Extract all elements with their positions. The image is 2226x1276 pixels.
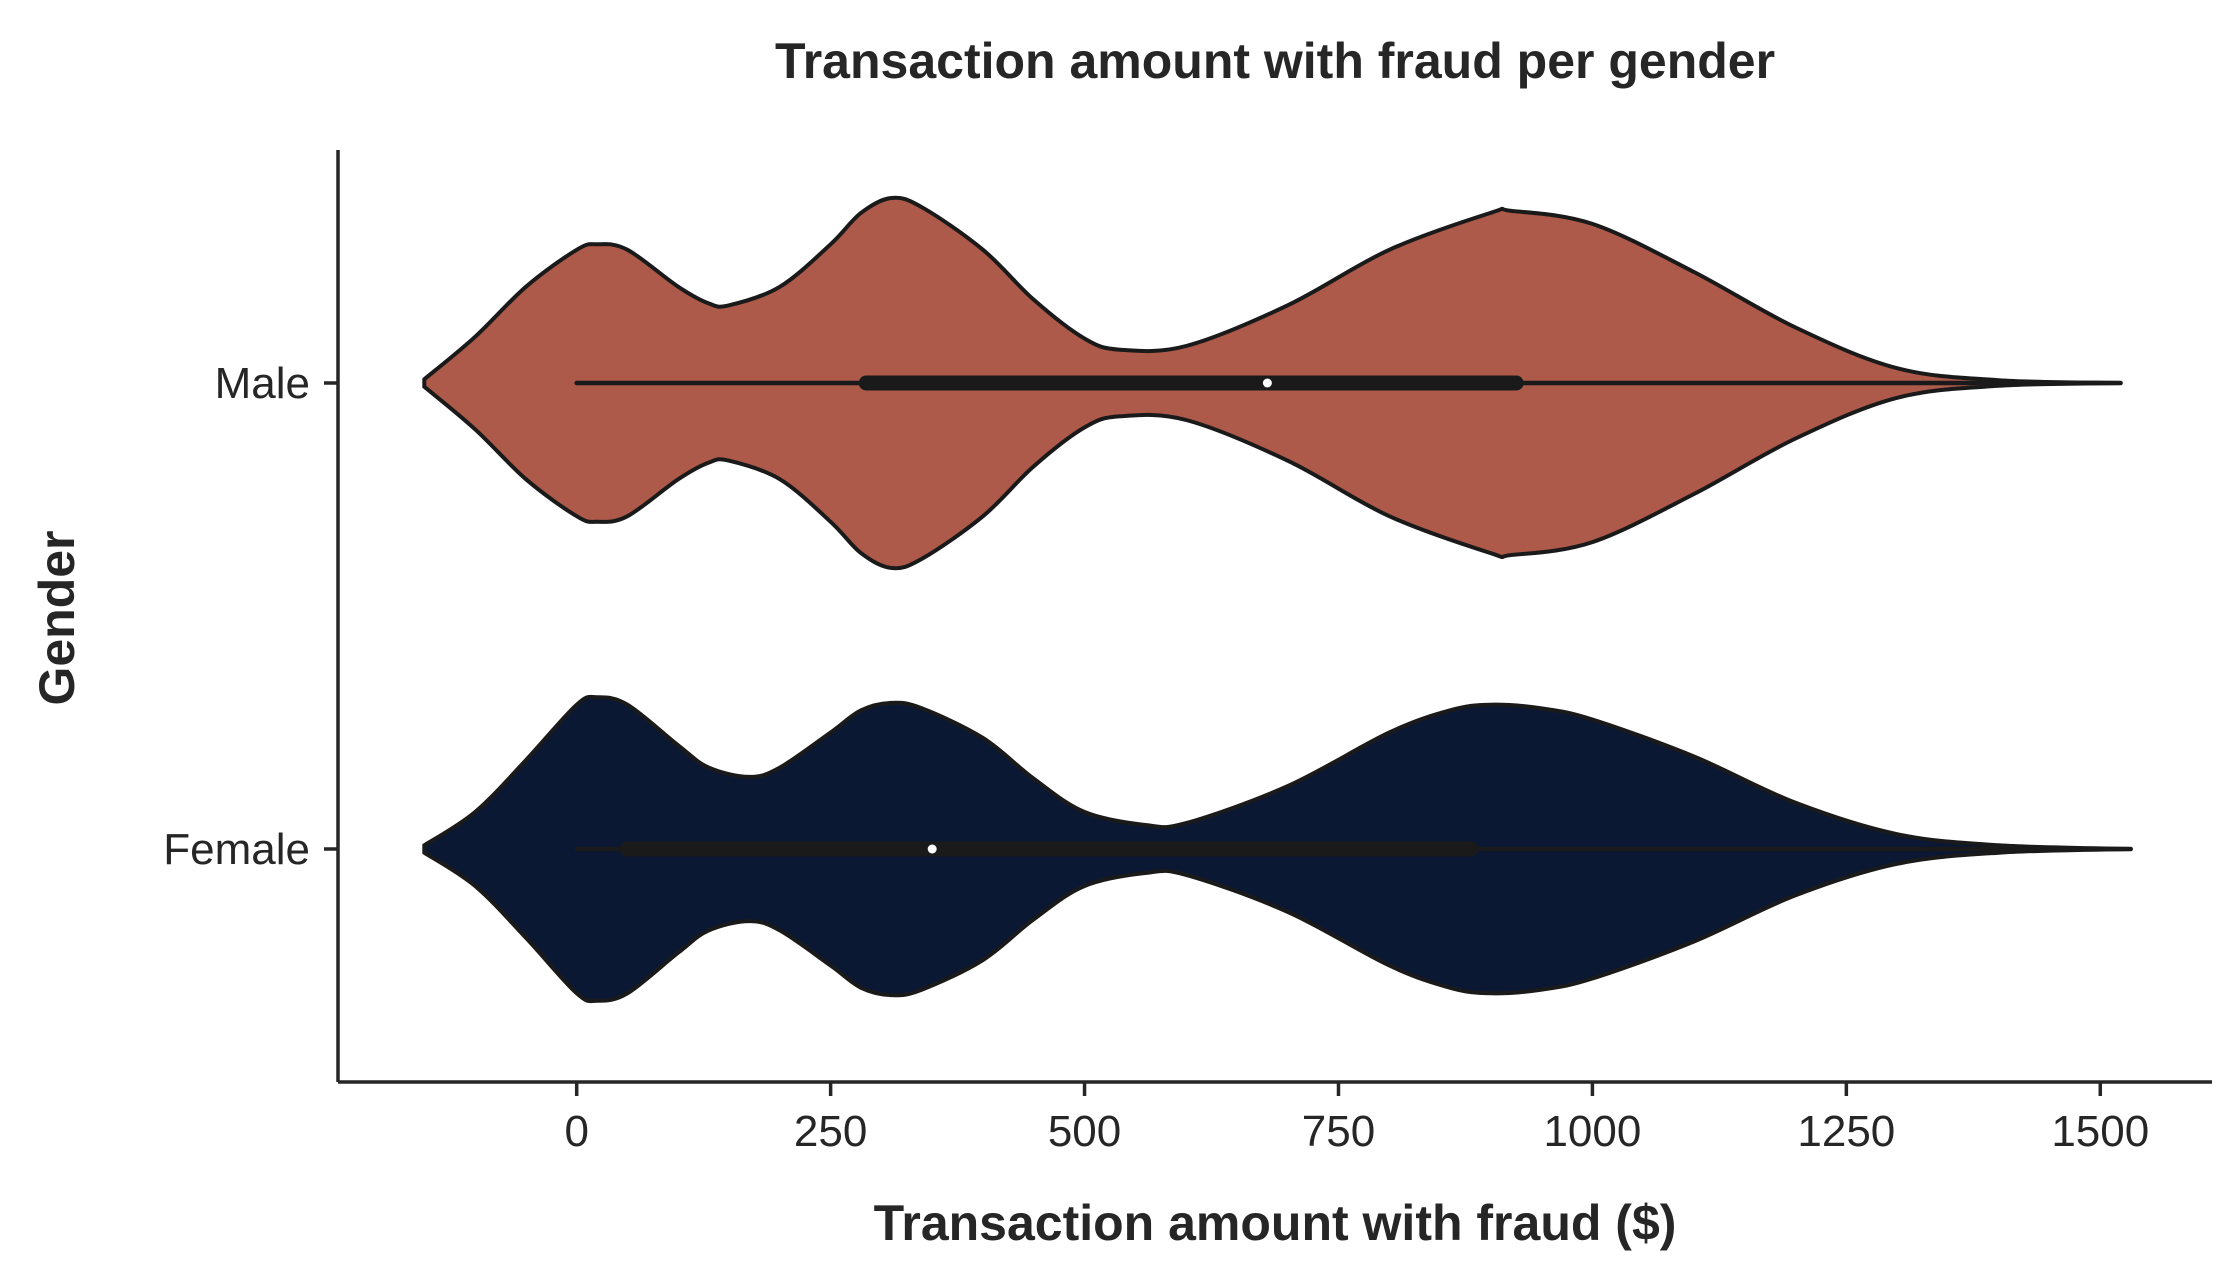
x-tick-label: 1500: [2051, 1107, 2149, 1156]
y-tick-label-male: Male: [215, 359, 310, 408]
x-tick-label: 0: [564, 1107, 588, 1156]
x-tick-label: 1250: [1797, 1107, 1895, 1156]
y-tick-label-female: Female: [163, 825, 310, 874]
axes: [336, 150, 2212, 1084]
y-ticks: Male Female: [163, 359, 338, 874]
median-marker-male: [1262, 378, 1272, 388]
x-ticks: 0 250 500 750 1000 1250 1500: [564, 1082, 2149, 1156]
chart-title: Transaction amount with fraud per gender: [775, 33, 1775, 89]
violins-layer: [422, 195, 2133, 1004]
median-marker-female: [927, 844, 937, 854]
x-tick-label: 1000: [1543, 1107, 1641, 1156]
y-axis-label: Gender: [29, 530, 85, 705]
x-axis-label: Transaction amount with fraud ($): [874, 1195, 1677, 1251]
x-tick-label: 750: [1302, 1107, 1375, 1156]
x-tick-label: 500: [1048, 1107, 1121, 1156]
x-tick-label: 250: [794, 1107, 867, 1156]
